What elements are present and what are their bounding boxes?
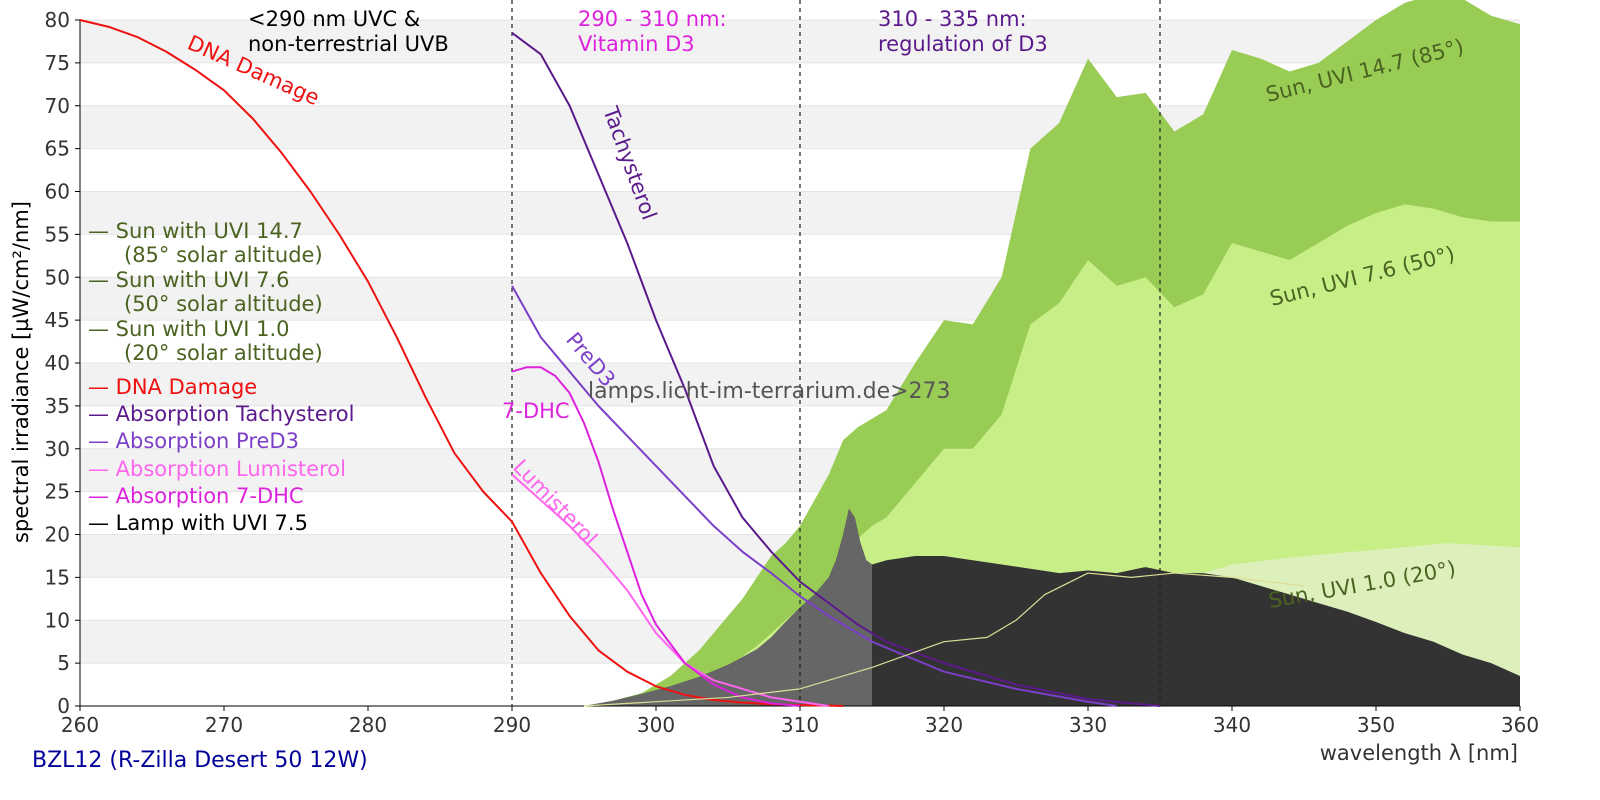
legend-item-7dhc: — Absorption 7-DHC — [88, 484, 304, 508]
axis-ticks: 260 270 280 290 300 310 320 330 340 350 360 0 5 10 15 2… — [45, 8, 1540, 737]
x-tick-label: 320 — [925, 713, 963, 737]
y-tick-label: 70 — [45, 94, 70, 118]
region-label-uvc-line1: <290 nm UVC & — [248, 7, 420, 31]
y-tick-label: 5 — [57, 651, 70, 675]
y-axis-title: spectral irradiance [µW/cm²/nm] — [9, 201, 33, 543]
region-dividers — [511, 0, 1161, 706]
series-absorption-lumisterol — [511, 473, 829, 707]
region-label-vitamin-d3: 290 - 310 nm: Vitamin D3 — [578, 7, 727, 56]
legend-item-dna-damage: — DNA Damage — [88, 375, 257, 399]
y-tick-label: 75 — [45, 51, 70, 75]
x-tick-label: 260 — [61, 713, 99, 737]
x-tick-label: 310 — [781, 713, 819, 737]
absorption-curves — [79, 19, 1305, 707]
y-tick-label: 45 — [45, 308, 70, 332]
region-label-uvc-line2: non-terrestrial UVB — [248, 32, 449, 56]
x-tick-label: 350 — [1357, 713, 1395, 737]
series-lamp-with-uvi-7-5 — [583, 572, 1305, 707]
x-tick-label: 290 — [493, 713, 531, 737]
region-label-vitamin-d3-line2: Vitamin D3 — [578, 32, 695, 56]
x-tick-label: 300 — [637, 713, 675, 737]
region-label-uvc: <290 nm UVC & non-terrestrial UVB — [248, 7, 449, 56]
y-tick-label: 20 — [45, 523, 70, 547]
region-label-regulation-line1: 310 - 335 nm: — [878, 7, 1027, 31]
y-tick-label: 60 — [45, 180, 70, 204]
x-tick-label: 330 — [1069, 713, 1107, 737]
x-tick-label: 270 — [205, 713, 243, 737]
series-dna-damage — [79, 19, 844, 707]
y-tick-label: 55 — [45, 222, 70, 246]
y-tick-label: 25 — [45, 480, 70, 504]
y-tick-label: 40 — [45, 351, 70, 375]
series-absorption-pred3 — [511, 285, 1117, 707]
region-label-vitamin-d3-line1: 290 - 310 nm: — [578, 7, 727, 31]
legend-item-tachysterol: — Absorption Tachysterol — [88, 402, 354, 426]
legend-item-sun-uvi-1-0-sub: (20° solar altitude) — [124, 341, 323, 365]
curve-label-7dhc: 7-DHC — [502, 399, 570, 423]
y-tick-label: 80 — [45, 8, 70, 32]
y-tick-label: 65 — [45, 137, 70, 161]
x-tick-label: 340 — [1213, 713, 1251, 737]
region-label-regulation-line2: regulation of D3 — [878, 32, 1048, 56]
y-tick-label: 0 — [57, 694, 70, 718]
spectra-areas — [584, 0, 1520, 707]
x-axis-title: wavelength λ [nm] — [1320, 741, 1518, 765]
lamp-title: BZL12 (R-Zilla Desert 50 12W) — [32, 748, 368, 773]
legend-item-sun-uvi-7-6-sub: (50° solar altitude) — [124, 292, 323, 316]
y-tick-label: 15 — [45, 565, 70, 589]
legend-item-pred3: — Absorption PreD3 — [88, 429, 299, 453]
y-tick-label: 50 — [45, 265, 70, 289]
legend-item-sun-uvi-14-7: — Sun with UVI 14.7 — [88, 219, 303, 243]
x-tick-label: 280 — [349, 713, 387, 737]
series-absorption-7-dhc — [511, 366, 801, 707]
y-tick-label: 30 — [45, 437, 70, 461]
legend: — Sun with UVI 14.7 (85° solar altitude)… — [88, 219, 354, 535]
legend-item-sun-uvi-1-0: — Sun with UVI 1.0 — [88, 317, 290, 341]
legend-item-lamp: — Lamp with UVI 7.5 — [88, 511, 308, 535]
region-label-regulation: 310 - 335 nm: regulation of D3 — [878, 7, 1048, 56]
series-absorption-tachysterol — [511, 32, 1161, 707]
watermark: lamps.licht-im-terrarium.de>273 — [588, 379, 951, 404]
y-tick-label: 10 — [45, 608, 70, 632]
legend-item-lumisterol: — Absorption Lumisterol — [88, 457, 346, 481]
y-tick-label: 35 — [45, 394, 70, 418]
x-tick-label: 360 — [1501, 713, 1539, 737]
legend-item-sun-uvi-7-6: — Sun with UVI 7.6 — [88, 268, 290, 292]
legend-item-sun-uvi-14-7-sub: (85° solar altitude) — [124, 243, 323, 267]
